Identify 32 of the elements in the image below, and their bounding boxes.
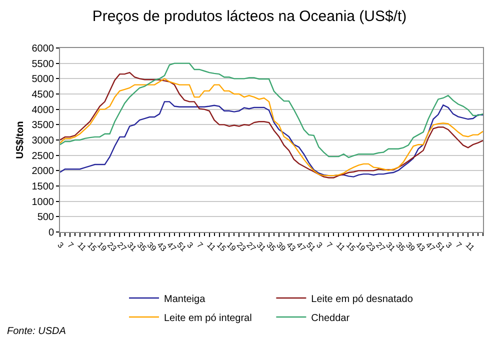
x-tick-label: 3 [56,240,66,250]
y-tick-label: 5000 [32,74,54,86]
y-tick-label: 1000 [32,196,54,208]
line-series [60,62,483,158]
y-tick-label: 2000 [32,166,54,178]
line-series [60,101,483,178]
legend-label: Cheddar [311,312,350,324]
y-tick-label: 0 [48,228,54,238]
legend-label: Leite em pó desnatado [311,294,414,305]
y-tick-label: 6000 [32,44,54,54]
y-tick-label: 4000 [32,104,54,116]
y-tick-label: 3500 [32,120,54,132]
y-tick-label: 1500 [32,182,54,192]
y-tick-label: 2500 [32,150,54,162]
x-tick-label: 11 [205,240,218,254]
y-tick-label: 5500 [32,58,54,70]
y-tick-label: 4500 [32,90,54,100]
y-axis-title: US$/ton [14,121,26,159]
x-tick-label: 7 [324,240,334,250]
x-tick-label: 11 [76,240,88,254]
x-tick-label: 7 [195,240,205,250]
x-tick-label: 15 [215,240,228,254]
x-tick-label: 11 [464,240,476,254]
x-tick-label: 7 [66,240,76,250]
chart-title: Preços de produtos lácteos na Oceania (US$/t) [92,8,407,25]
legend-label: Leite em pó integral [164,312,252,324]
y-tick-label: 500 [37,212,54,224]
y-tick-label: 3000 [32,136,54,146]
x-tick-label: 7 [454,240,464,250]
source-note: Fonte: USDA [7,326,66,337]
x-tick-label: 15 [86,240,99,254]
legend-label: Manteiga [164,294,206,305]
